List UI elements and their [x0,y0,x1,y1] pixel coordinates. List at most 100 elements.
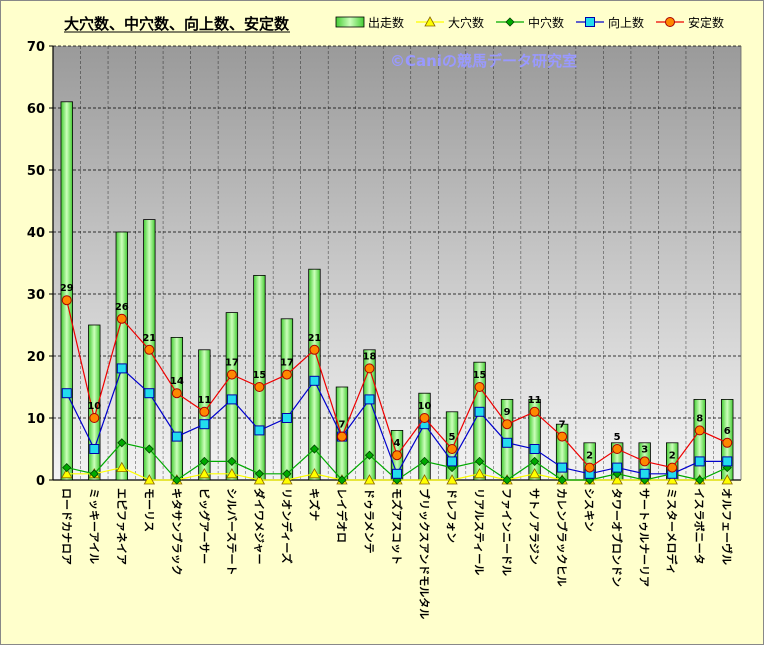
point-向上数 [226,394,237,405]
point-大穴数 [473,467,486,479]
point-安定数 [364,363,375,374]
point-中穴数 [309,444,320,454]
point-大穴数 [198,467,211,479]
category-label: キズナ [307,488,321,521]
point-向上数 [529,444,540,454]
point-安定数 [116,313,127,324]
point-安定数 [694,425,705,436]
point-向上数 [254,425,265,436]
point-向上数 [557,462,568,473]
data-label-安定数: 9 [504,407,511,418]
category-label: レイデオロ [335,488,349,543]
category-label: ダイワメジャー [252,488,266,564]
data-label-安定数: 10 [87,401,101,412]
category-label: キタサンブラック [170,488,184,576]
point-大穴数 [611,474,623,485]
point-大穴数 [281,474,293,485]
category-label: サトノアラジン [528,488,541,565]
point-安定数 [557,431,568,442]
point-大穴数 [528,467,541,479]
point-向上数 [612,462,623,473]
point-中穴数 [282,469,292,479]
point-安定数 [89,413,100,423]
point-向上数 [447,456,458,467]
point-中穴数 [254,469,264,479]
point-安定数 [529,406,540,417]
point-向上数 [694,456,705,467]
point-大穴数 [363,474,376,485]
point-安定数 [502,419,513,430]
legend-label-安定数: 安定数 [688,15,724,30]
point-中穴数 [227,456,237,466]
chart-title: 大穴数、中穴数、向上数、安定数 [64,15,290,33]
category-label: サートゥルナーリア [638,488,651,587]
category-label: リアルスティール [473,488,486,575]
data-label-安定数: 17 [280,358,294,369]
bar-出走数 [60,101,73,481]
point-中穴数 [364,450,375,460]
y-tick-label: 60 [27,102,45,117]
bar-出走数 [528,398,541,481]
category-label: ドゥラメンテ [362,488,375,554]
data-label-安定数: 17 [225,358,239,369]
data-label-安定数: 11 [197,395,211,406]
category-label: イスラボニータ [693,488,707,565]
point-中穴数 [144,444,154,454]
category-label: エピファネイア [115,488,128,565]
data-label-安定数: 11 [528,395,542,406]
point-大穴数 [721,474,733,485]
point-向上数 [502,437,513,448]
legend-marker-安定数 [665,17,675,27]
point-安定数 [144,344,155,355]
legend-marker-中穴数 [505,17,515,27]
legend-marker-大穴数 [424,16,436,27]
point-中穴数 [117,438,127,448]
point-中穴数 [337,475,347,485]
category-label: タワーオブロンドン [610,488,624,587]
point-向上数 [474,406,485,417]
point-安定数 [254,382,265,392]
data-label-安定数: 21 [307,333,321,344]
data-label-安定数: 26 [115,302,129,313]
category-label: モーリス [142,488,155,532]
bar-出走数 [170,336,184,481]
point-中穴数 [89,469,99,479]
point-向上数 [364,394,375,405]
point-安定数 [447,444,458,454]
point-大穴数 [253,474,266,485]
y-tick-label: 20 [27,350,45,365]
category-label: ビッグアーサー [197,488,211,564]
point-中穴数 [530,456,540,466]
point-大穴数 [666,474,678,485]
point-中穴数 [172,475,182,485]
data-label-安定数: 7 [559,420,566,431]
category-label: オルフェーヴル [720,488,734,565]
point-安定数 [199,406,210,417]
data-label-安定数: 5 [449,432,456,443]
data-label-安定数: 4 [394,438,401,449]
point-向上数 [171,431,182,442]
y-tick-label: 0 [36,474,45,489]
data-label-安定数: 15 [252,370,266,381]
point-安定数 [336,431,347,442]
point-大穴数 [226,467,238,479]
point-向上数 [639,468,650,479]
point-安定数 [226,369,237,380]
y-tick-label: 40 [27,226,45,241]
y-tick-label: 50 [27,164,45,179]
point-安定数 [722,437,733,448]
data-label-安定数: 7 [338,420,345,431]
point-向上数 [722,456,733,467]
point-向上数 [144,388,155,399]
point-向上数 [392,468,402,479]
category-label: ブリックスアンドモルタル [418,488,432,619]
point-安定数 [612,444,623,454]
point-大穴数 [446,474,458,485]
bar-出走数 [308,268,321,481]
legend-label-出走数: 出走数 [368,15,404,30]
point-中穴数 [199,456,209,466]
data-label-安定数: 5 [614,432,621,443]
y-tick-label: 30 [27,288,45,303]
legend-marker-向上数 [585,17,595,27]
